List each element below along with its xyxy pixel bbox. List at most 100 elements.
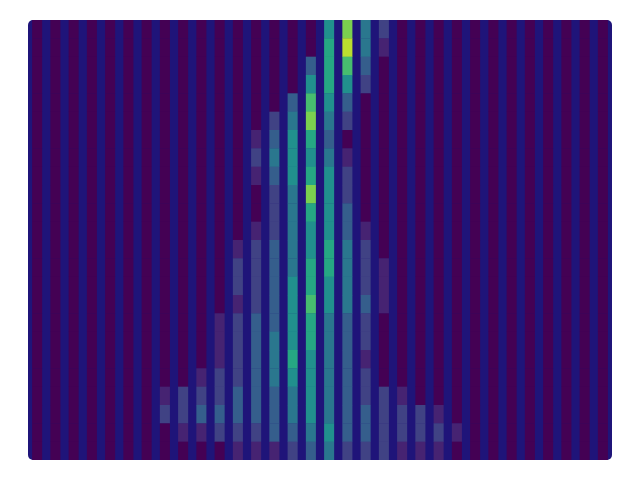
heatmap-cell — [123, 277, 133, 296]
heatmap-cell — [123, 350, 133, 369]
heatmap-cell — [196, 442, 206, 460]
heatmap-cell — [525, 332, 535, 351]
heatmap-cell — [178, 442, 188, 460]
heatmap-cell — [525, 112, 535, 131]
heatmap-cell — [434, 240, 444, 259]
heatmap-cell — [196, 148, 206, 167]
heatmap-cell — [361, 405, 371, 424]
heatmap-cell — [50, 258, 60, 277]
heatmap-cell — [160, 442, 170, 460]
heatmap-cell — [379, 240, 389, 259]
heatmap-cell — [342, 423, 352, 442]
heatmap-cell — [233, 130, 243, 149]
heatmap-cell — [361, 38, 371, 57]
heatmap-cell — [397, 405, 407, 424]
heatmap-cell — [215, 332, 225, 351]
heatmap-cell — [196, 277, 206, 296]
heatmap-cell — [379, 75, 389, 94]
heatmap-cell — [251, 350, 261, 369]
heatmap-cell — [32, 57, 42, 76]
heatmap-cell — [251, 203, 261, 222]
heatmap-cell — [69, 38, 79, 57]
heatmap-cell — [69, 57, 79, 76]
heatmap-cell — [142, 93, 152, 112]
heatmap-cell — [580, 387, 590, 406]
heatmap-cell — [178, 38, 188, 57]
heatmap-cell — [324, 148, 334, 167]
heatmap-cell — [123, 222, 133, 241]
heatmap-cell — [452, 350, 462, 369]
heatmap-cell — [178, 148, 188, 167]
heatmap-cell — [525, 130, 535, 149]
heatmap-cell — [434, 258, 444, 277]
heatmap-cell — [105, 423, 115, 442]
heatmap-cell — [269, 313, 279, 332]
heatmap-cell — [196, 167, 206, 186]
heatmap-cell — [361, 167, 371, 186]
heatmap-cell — [178, 313, 188, 332]
heatmap-cell — [87, 222, 97, 241]
heatmap-cell — [434, 350, 444, 369]
heatmap-cell — [178, 423, 188, 442]
heatmap-cell — [160, 185, 170, 204]
heatmap-cell — [288, 240, 298, 259]
heatmap-cell — [69, 75, 79, 94]
heatmap-cell — [50, 167, 60, 186]
heatmap-cell — [178, 368, 188, 387]
heatmap-cell — [580, 277, 590, 296]
heatmap-cell — [105, 112, 115, 131]
heatmap-cell — [598, 93, 608, 112]
heatmap-cell — [488, 313, 498, 332]
heatmap-cell — [50, 130, 60, 149]
heatmap-cell — [415, 313, 425, 332]
heatmap-cell — [561, 185, 571, 204]
heatmap-cell — [87, 423, 97, 442]
heatmap-cell — [580, 240, 590, 259]
heatmap-cell — [324, 368, 334, 387]
heatmap-cell — [123, 112, 133, 131]
heatmap-cell — [251, 313, 261, 332]
heatmap-cell — [87, 350, 97, 369]
heatmap-cell — [215, 148, 225, 167]
heatmap-cell — [470, 130, 480, 149]
heatmap-cell — [215, 258, 225, 277]
heatmap-cell — [306, 423, 316, 442]
heatmap-cell — [543, 20, 553, 39]
heatmap-cell — [306, 57, 316, 76]
heatmap-cell — [361, 442, 371, 460]
heatmap-cell — [361, 313, 371, 332]
heatmap-cell — [397, 423, 407, 442]
heatmap-cell — [251, 57, 261, 76]
heatmap-cell — [543, 332, 553, 351]
heatmap-cell — [470, 277, 480, 296]
heatmap-cell — [543, 57, 553, 76]
heatmap-cell — [488, 20, 498, 39]
heatmap-cell — [342, 332, 352, 351]
heatmap-cell — [251, 38, 261, 57]
heatmap-cell — [525, 93, 535, 112]
heatmap-cell — [397, 167, 407, 186]
heatmap-cell — [507, 38, 517, 57]
heatmap-cell — [178, 387, 188, 406]
heatmap-cell — [361, 93, 371, 112]
heatmap-cell — [178, 167, 188, 186]
heatmap-cell — [251, 387, 261, 406]
heatmap-cell — [324, 167, 334, 186]
heatmap-cell — [142, 203, 152, 222]
heatmap-cell — [69, 277, 79, 296]
heatmap-cell — [50, 93, 60, 112]
heatmap-cell — [215, 313, 225, 332]
heatmap-cell — [215, 368, 225, 387]
heatmap-cell — [470, 185, 480, 204]
heatmap-cell — [288, 295, 298, 314]
heatmap-cell — [32, 387, 42, 406]
heatmap-cell — [215, 75, 225, 94]
heatmap-cell — [69, 313, 79, 332]
heatmap-cell — [470, 75, 480, 94]
heatmap-cell — [525, 20, 535, 39]
heatmap-cell — [251, 148, 261, 167]
heatmap-cell — [32, 405, 42, 424]
heatmap-cell — [507, 167, 517, 186]
heatmap-cell — [379, 222, 389, 241]
heatmap-cell — [178, 57, 188, 76]
